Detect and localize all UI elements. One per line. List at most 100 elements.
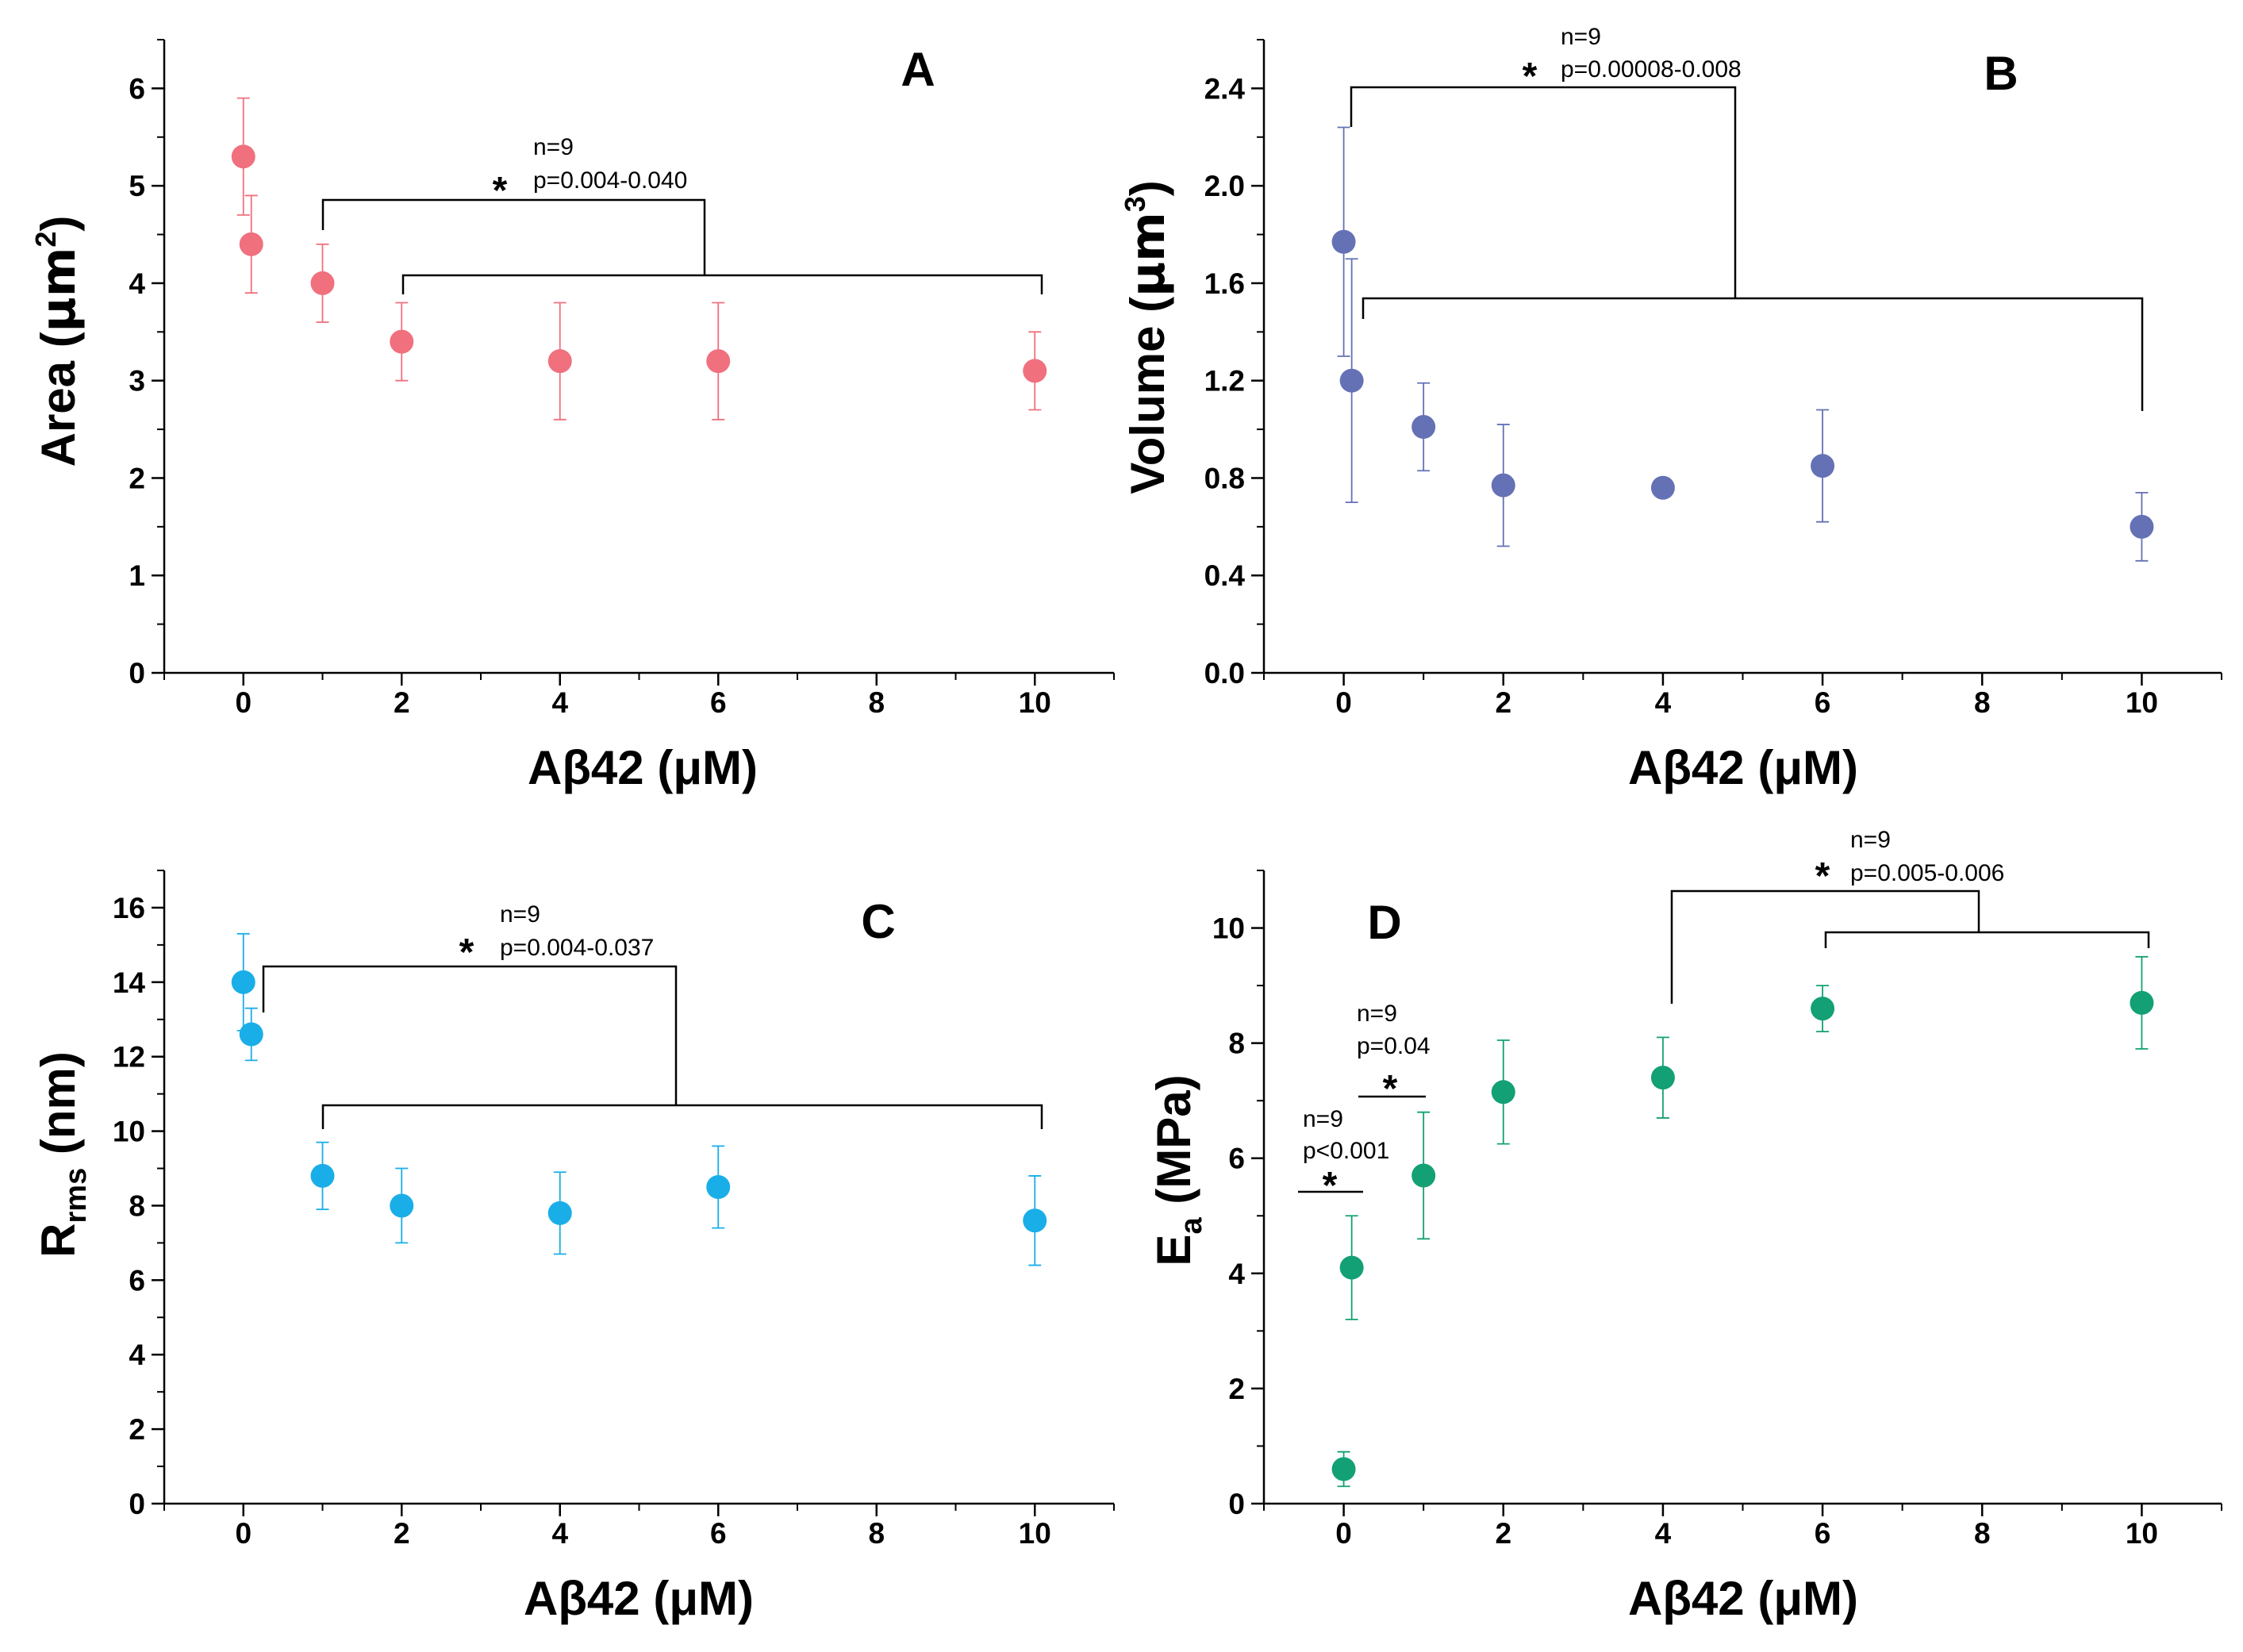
y-tick-label: 0 bbox=[1228, 1488, 1245, 1520]
y-tick-label: 6 bbox=[129, 1264, 145, 1297]
data-point bbox=[1339, 368, 1364, 393]
y-axis: 0 2 4 6 8 10 bbox=[1212, 870, 1266, 1520]
panel-label-b: B bbox=[1984, 47, 2018, 100]
y-tick-label: 0 bbox=[129, 657, 145, 690]
y-axis: 0 2 4 6 8 10 12 14 16 bbox=[113, 870, 166, 1520]
data-point bbox=[390, 1193, 414, 1218]
data-point bbox=[1811, 454, 1835, 478]
y-axis-title-a: Area (μm2) bbox=[29, 216, 86, 467]
annotation-b-n: n=9 bbox=[1561, 24, 1601, 50]
annotation-a-p: p=0.004-0.040 bbox=[533, 167, 687, 194]
y-axis-title-c: Rrms (nm) bbox=[32, 1051, 93, 1258]
x-tick-label: 2 bbox=[1495, 686, 1511, 719]
data-point bbox=[390, 329, 414, 354]
data-point bbox=[1411, 1163, 1436, 1188]
data-point bbox=[1331, 1457, 1356, 1481]
annotation-d1-p: p<0.001 bbox=[1303, 1138, 1389, 1164]
data-point bbox=[239, 1022, 263, 1047]
x-tick-label: 6 bbox=[1815, 686, 1831, 719]
data-point bbox=[310, 271, 335, 295]
annotation-d3-p: p=0.005-0.006 bbox=[1850, 860, 2004, 886]
y-tick-label: 12 bbox=[113, 1041, 145, 1074]
annotation-c-star: * bbox=[459, 932, 474, 974]
panel-b: 0.0 0.4 0.8 1.2 1.6 2.0 2.4 0 2 4 6 8 10 B * n=9 p=… bbox=[1119, 24, 2222, 794]
x-tick-label: 10 bbox=[1019, 686, 1051, 719]
data-points bbox=[1331, 126, 2154, 562]
y-tick-label: 0 bbox=[129, 1488, 145, 1520]
x-tick-label: 4 bbox=[551, 686, 568, 719]
y-tick-label: 2 bbox=[129, 462, 145, 494]
x-axis-title-c: Aβ42 (μM) bbox=[524, 1572, 754, 1625]
x-tick-label: 2 bbox=[1495, 1517, 1511, 1550]
bracket-b-upper bbox=[1350, 86, 1737, 298]
annotation-a-star: * bbox=[493, 170, 508, 212]
annotation-d1-star: * bbox=[1323, 1165, 1338, 1207]
x-axis: 0 2 4 6 8 10 bbox=[163, 671, 1115, 719]
x-tick-label: 0 bbox=[1335, 1517, 1352, 1550]
data-points bbox=[1331, 955, 2154, 1488]
data-point bbox=[1339, 1255, 1364, 1280]
panel-d: 0 2 4 6 8 10 0 2 4 6 8 10 D * n=9 p<0.001 * n=9 p=… bbox=[1147, 827, 2222, 1625]
y-tick-label: 16 bbox=[113, 892, 145, 924]
data-point bbox=[1650, 1066, 1675, 1090]
data-point bbox=[706, 349, 731, 374]
data-point bbox=[239, 232, 263, 256]
bracket-a-lower bbox=[401, 274, 1043, 294]
x-tick-label: 4 bbox=[551, 1517, 568, 1550]
x-tick-label: 0 bbox=[1335, 686, 1352, 719]
y-axis-title-b: Volume (μm3) bbox=[1119, 180, 1176, 494]
y-axis: 0.0 0.4 0.8 1.2 1.6 2.0 2.4 bbox=[1204, 39, 1266, 690]
panel-c: 0 2 4 6 8 10 12 14 16 0 2 4 6 8 10 C * n=9 p=0.004-0.… bbox=[32, 870, 1115, 1625]
y-tick-label: 14 bbox=[113, 966, 146, 999]
data-points bbox=[231, 932, 1047, 1266]
bracket-d-lower bbox=[1824, 931, 2150, 948]
data-point bbox=[2130, 514, 2154, 539]
y-axis: 0 1 2 3 4 5 6 bbox=[129, 39, 166, 690]
x-axis: 0 2 4 6 8 10 bbox=[1263, 671, 2222, 719]
x-axis-title-b: Aβ42 (μM) bbox=[1628, 741, 1858, 794]
data-point bbox=[547, 349, 572, 374]
x-tick-label: 8 bbox=[868, 686, 885, 719]
x-tick-label: 6 bbox=[710, 1517, 727, 1550]
bracket-a-upper bbox=[321, 198, 706, 275]
data-point bbox=[1023, 359, 1047, 383]
x-tick-label: 2 bbox=[394, 686, 410, 719]
x-tick-label: 8 bbox=[1974, 686, 1991, 719]
bracket-d-upper bbox=[1670, 889, 1980, 1004]
panel-label-a: A bbox=[901, 43, 935, 96]
annotation-b-star: * bbox=[1523, 56, 1538, 98]
data-points bbox=[231, 97, 1047, 421]
significance-brackets bbox=[321, 198, 1043, 294]
x-tick-label: 6 bbox=[710, 686, 727, 719]
significance-brackets bbox=[1350, 86, 2144, 411]
x-tick-label: 8 bbox=[868, 1517, 885, 1550]
y-tick-label: 1.2 bbox=[1204, 365, 1245, 398]
annotation-b-p: p=0.00008-0.008 bbox=[1561, 56, 1742, 83]
y-tick-label: 0.4 bbox=[1204, 559, 1246, 592]
y-tick-label: 0.0 bbox=[1204, 657, 1245, 690]
y-tick-label: 10 bbox=[1212, 912, 1245, 945]
x-tick-label: 8 bbox=[1974, 1517, 1991, 1550]
data-point bbox=[1331, 229, 1356, 254]
data-point bbox=[231, 970, 255, 994]
x-tick-label: 10 bbox=[2126, 686, 2158, 719]
y-axis-title-d: Ea (MPa) bbox=[1147, 1074, 1208, 1266]
y-tick-label: 2 bbox=[1228, 1373, 1245, 1405]
y-tick-label: 4 bbox=[129, 1339, 145, 1371]
data-point bbox=[1650, 475, 1675, 500]
annotation-c-n: n=9 bbox=[500, 901, 540, 928]
data-point bbox=[1411, 415, 1436, 440]
y-tick-label: 1 bbox=[129, 559, 145, 592]
annotation-c-p: p=0.004-0.037 bbox=[500, 935, 654, 961]
y-tick-label: 4 bbox=[1228, 1258, 1245, 1290]
annotation-d2-p: p=0.04 bbox=[1357, 1033, 1431, 1059]
annotation-d2-n: n=9 bbox=[1357, 1001, 1397, 1027]
y-tick-label: 0.8 bbox=[1204, 462, 1245, 494]
data-point bbox=[2130, 990, 2154, 1015]
panel-label-c: C bbox=[861, 895, 895, 948]
data-point bbox=[231, 144, 255, 169]
bracket-c-upper bbox=[262, 965, 678, 1105]
y-tick-label: 2.4 bbox=[1204, 72, 1246, 105]
x-tick-label: 4 bbox=[1655, 1517, 1672, 1550]
